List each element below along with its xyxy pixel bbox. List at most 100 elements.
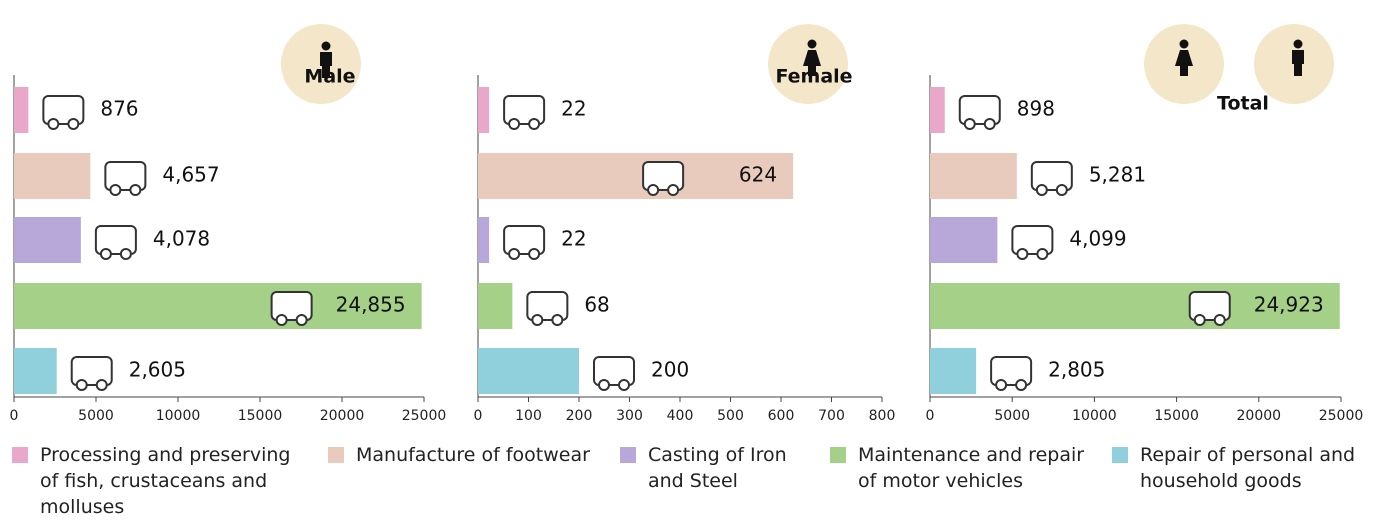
industry-icon: [991, 357, 1031, 390]
value-label: 24,855: [336, 293, 406, 317]
industry-icon: [643, 162, 683, 195]
industry-icon: [48, 119, 58, 129]
legend-swatch: [830, 447, 846, 463]
x-tick-label: 5000: [994, 408, 1030, 424]
industry-icon: [1195, 315, 1205, 325]
x-tick-label: 500: [717, 408, 744, 424]
bar: [930, 217, 997, 263]
industry-icon: [97, 380, 107, 390]
bar: [478, 87, 489, 133]
x-tick-label: 5000: [78, 408, 114, 424]
bar: [930, 87, 945, 133]
industry-icon: [121, 249, 131, 259]
industry-icon: [668, 185, 678, 195]
value-label: 2,805: [1048, 358, 1105, 382]
industry-icon: [1215, 315, 1225, 325]
industry-icon: [72, 357, 112, 390]
industry-icon: [552, 315, 562, 325]
legend-label: Casting of Iron and Steel: [648, 442, 820, 494]
industry-icon: [1032, 162, 1072, 195]
industry-icon: [960, 96, 1000, 129]
legend-label: Manufacture of footwear: [356, 442, 590, 468]
industry-icon: [529, 119, 539, 129]
industry-icon: [1012, 226, 1052, 259]
industry-icon: [509, 119, 519, 129]
industry-icon: [297, 315, 307, 325]
person-icon: [808, 40, 817, 49]
bar: [478, 348, 579, 394]
industry-icon: [1057, 185, 1067, 195]
industry-icon: [594, 357, 634, 390]
person-icon: [322, 42, 331, 51]
industry-icon: [77, 380, 87, 390]
value-label: 4,657: [162, 163, 219, 187]
legend-swatch: [620, 447, 636, 463]
bar: [14, 153, 90, 199]
x-tick-label: 700: [818, 408, 845, 424]
legend-item: Repair of personal and household goods: [1112, 442, 1372, 494]
x-tick-label: 15000: [238, 408, 283, 424]
person-icon: [1294, 40, 1303, 49]
bar: [14, 217, 81, 263]
industry-icon: [101, 249, 111, 259]
x-tick-label: 600: [768, 408, 795, 424]
x-tick-label: 10000: [156, 408, 201, 424]
x-tick-label: 20000: [1237, 408, 1282, 424]
industry-icon: [110, 185, 120, 195]
legend-swatch: [1112, 447, 1128, 463]
industry-icon: [648, 185, 658, 195]
chart: Male05000100001500020000250008764,6574,0…: [0, 0, 1383, 442]
legend: Processing and preserving of fish, crust…: [0, 442, 1383, 520]
legend-label: Processing and preserving of fish, crust…: [40, 442, 312, 520]
industry-icon: [43, 96, 83, 129]
legend-item: Manufacture of footwear: [328, 442, 608, 468]
value-label: 200: [651, 358, 689, 382]
value-label: 5,281: [1089, 163, 1146, 187]
industry-icon: [532, 315, 542, 325]
x-tick-label: 25000: [1319, 408, 1364, 424]
industry-icon: [105, 162, 145, 195]
industry-icon: [527, 292, 567, 325]
industry-icon: [529, 249, 539, 259]
bar: [14, 87, 28, 133]
x-tick-label: 200: [566, 408, 593, 424]
industry-icon: [504, 226, 544, 259]
industry-icon: [996, 380, 1006, 390]
value-label: 24,923: [1254, 293, 1324, 317]
value-label: 4,078: [153, 227, 210, 251]
x-tick-label: 300: [616, 408, 643, 424]
value-label: 624: [739, 163, 777, 187]
industry-icon: [504, 96, 544, 129]
industry-icon: [1016, 380, 1026, 390]
industry-icon: [965, 119, 975, 129]
industry-icon: [1037, 249, 1047, 259]
industry-icon: [1017, 249, 1027, 259]
value-label: 2,605: [129, 358, 186, 382]
industry-icon: [985, 119, 995, 129]
bar: [930, 348, 976, 394]
industry-icon: [599, 380, 609, 390]
value-label: 898: [1017, 97, 1055, 121]
value-label: 22: [561, 97, 586, 121]
industry-icon: [68, 119, 78, 129]
industry-icon: [272, 292, 312, 325]
person-icon: [1180, 40, 1189, 49]
industry-icon: [1190, 292, 1230, 325]
industry-icon: [509, 249, 519, 259]
panel-title: Female: [775, 66, 852, 88]
value-label: 22: [561, 227, 586, 251]
industry-icon: [96, 226, 136, 259]
value-label: 876: [100, 97, 138, 121]
industry-icon: [277, 315, 287, 325]
bar: [478, 283, 512, 329]
x-tick-label: 10000: [1072, 408, 1117, 424]
legend-item: Maintenance and repair of motor vehicles: [830, 442, 1100, 494]
x-tick-label: 800: [869, 408, 896, 424]
bar: [930, 153, 1017, 199]
value-label: 68: [584, 293, 609, 317]
x-tick-label: 20000: [320, 408, 365, 424]
legend-item: Casting of Iron and Steel: [620, 442, 820, 494]
x-tick-label: 15000: [1154, 408, 1199, 424]
industry-icon: [1037, 185, 1047, 195]
legend-label: Maintenance and repair of motor vehicles: [858, 442, 1100, 494]
